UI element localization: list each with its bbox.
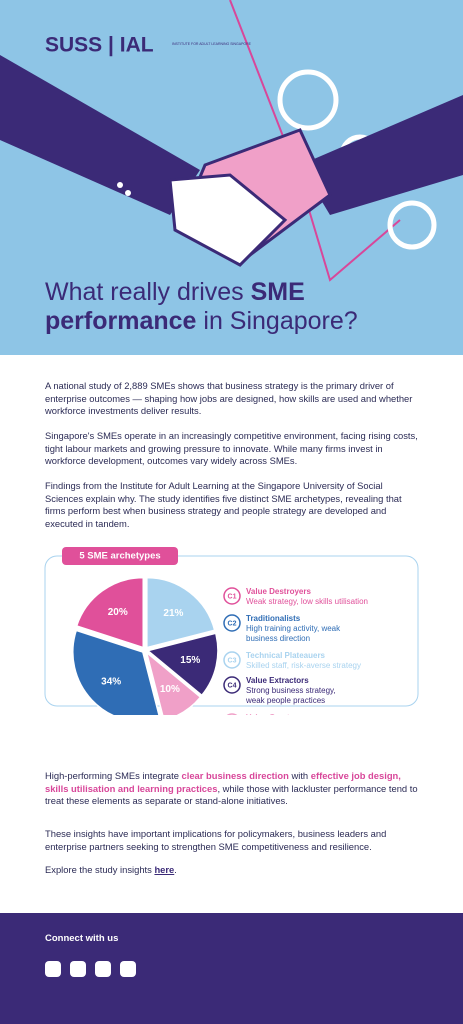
paragraph: High-performing SMEs integrate clear bus… [45,770,421,808]
legend-name: Value Creators [246,713,303,715]
paragraph: Findings from the Institute for Adult Le… [45,480,402,529]
legend-name: Value Extractors [246,676,309,685]
facebook-icon[interactable] [45,961,61,977]
legend-name: Value Destroyers [246,587,311,596]
text: High-performing SMEs integrate [45,770,182,781]
data-label: 15% [180,655,200,666]
social-icons [45,961,136,977]
pie-slice [146,632,219,697]
paragraph: These insights have important implicatio… [45,828,387,852]
header-art: SUSS | IAL INSTITUTE FOR ADULT LEARNING … [0,0,463,355]
paragraph: Singapore's SMEs operate in an increasin… [45,430,418,467]
data-label: 21% [163,608,183,619]
legend-description: Skilled staff, risk-averse strategy [246,661,361,670]
footer: Connect with us [0,913,463,1024]
highlight: clear business direction [181,770,289,781]
legend-description: High training activity, weak business dir… [246,624,341,643]
legend-code: C3 [228,657,237,664]
paragraph: A national study of 2,889 SMEs shows tha… [45,380,413,417]
pie-slice [75,576,144,649]
text: . [174,864,177,875]
legend-badge [226,713,238,715]
title-part: What really drives [45,278,251,306]
legend-name: Technical Plateauers [246,651,326,660]
legend-badge [223,651,241,669]
text: with [288,770,311,781]
legend-code: C1 [228,593,237,600]
logo: SUSS | IAL [45,34,154,57]
legend-description: Strong business strategy, weak people pra… [245,686,336,705]
data-label: 10% [160,684,180,695]
data-label: 20% [108,607,128,618]
link[interactable]: here [154,864,175,875]
legend-badge [223,614,241,632]
title-part: SME [250,278,305,306]
title-part: performance [45,307,197,335]
pie-slice [72,629,160,715]
text: Explore the study insights [45,864,155,875]
legend-code: C4 [228,682,237,689]
title: What really drives SME performance in Si… [45,278,405,336]
telegram-icon[interactable] [70,961,86,977]
legend-code: C2 [228,620,237,627]
instagram-icon[interactable] [120,961,136,977]
pie-slice [146,576,216,649]
paragraph: Explore the study insights here. [45,864,421,877]
chart-title: 5 SME archetypes [79,551,160,562]
legend-badge [223,587,241,605]
highlight: effective job design, skills utilisation… [45,770,401,794]
legend-description: Weak strategy, low skills utilisation [246,597,368,606]
pie-slice [145,650,202,715]
data-label: 34% [101,676,121,687]
linkedin-icon[interactable] [95,961,111,977]
footer-title: Connect with us [45,933,119,944]
legend-badge [223,676,241,694]
text: , while those with lackluster performanc… [45,782,418,807]
title-part: in Singapore? [196,307,358,335]
logo-subtitle: INSTITUTE FOR ADULT LEARNING SINGAPORE [172,42,252,46]
legend-name: Traditionalists [246,614,301,623]
chart: 5 SME archetypes 21% 15% 10% 34% 20% C1 Value … [44,547,419,715]
